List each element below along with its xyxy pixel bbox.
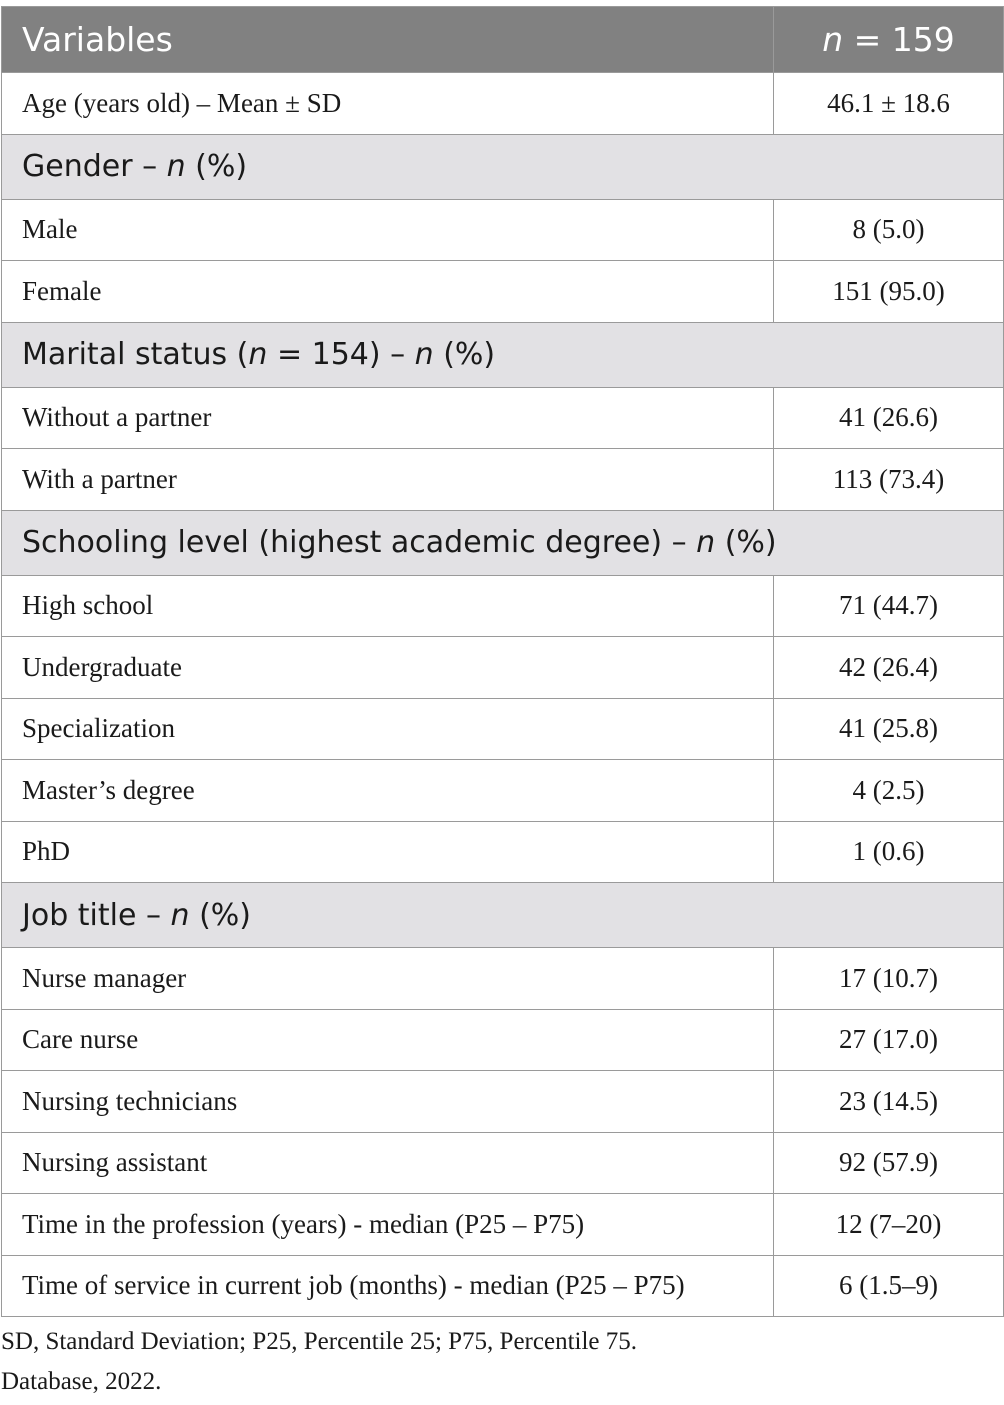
section-title-text: = 154) – <box>267 337 415 372</box>
header-sample-size: n = 159 <box>773 6 1004 73</box>
row-value: 92 (57.9) <box>773 1131 1004 1194</box>
row-value: 41 (26.6) <box>773 386 1004 449</box>
section-title: Job title – n (%) <box>1 882 1004 948</box>
row-value: 27 (17.0) <box>773 1008 1004 1071</box>
header-n-value: = 159 <box>843 20 955 59</box>
section-gender: Gender – n (%) <box>1 133 1004 200</box>
section-title-text: Job title – <box>22 897 171 933</box>
section-title-n: n <box>170 897 190 933</box>
section-title-n: n <box>166 149 186 184</box>
section-job-title: Job title – n (%) <box>1 882 1004 948</box>
section-schooling-level: Schooling level (highest academic degree… <box>1 509 1004 576</box>
row-value: 4 (2.5) <box>773 759 1004 822</box>
table-row: PhD 1 (0.6) <box>1 820 1004 883</box>
row-label: Specialization <box>1 697 774 760</box>
row-label: Age (years old) – Mean ± SD <box>1 72 774 135</box>
row-value: 151 (95.0) <box>773 260 1004 323</box>
table-row: Female 151 (95.0) <box>1 260 1004 323</box>
row-label: Time in the profession (years) - median … <box>1 1193 774 1256</box>
section-title: Gender – n (%) <box>1 133 1004 200</box>
section-title-text: (%) <box>189 897 251 933</box>
row-value: 6 (1.5–9) <box>773 1254 1004 1317</box>
header-n-italic: n <box>822 20 844 59</box>
demographics-table: Variables n = 159 Age (years old) – Mean… <box>1 6 1004 1317</box>
row-label: Without a partner <box>1 386 774 449</box>
table-row: Nursing assistant 92 (57.9) <box>1 1131 1004 1194</box>
row-value: 46.1 ± 18.6 <box>773 72 1004 135</box>
row-label: High school <box>1 574 774 637</box>
section-title-n: n <box>414 337 434 372</box>
row-label: Time of service in current job (months) … <box>1 1254 774 1317</box>
row-label: Nurse manager <box>1 947 774 1010</box>
row-value: 12 (7–20) <box>773 1193 1004 1256</box>
header-variables: Variables <box>1 6 774 73</box>
table-row: Time of service in current job (months) … <box>1 1254 1004 1317</box>
table-row: Nursing technicians 23 (14.5) <box>1 1070 1004 1133</box>
row-label: Nursing technicians <box>1 1070 774 1133</box>
row-label: Undergraduate <box>1 636 774 699</box>
table-row: Care nurse 27 (17.0) <box>1 1008 1004 1071</box>
table-row: Master’s degree 4 (2.5) <box>1 759 1004 822</box>
table-row: Without a partner 41 (26.6) <box>1 386 1004 449</box>
table-row: Male 8 (5.0) <box>1 198 1004 261</box>
section-title-n: n <box>248 337 268 372</box>
row-value: 113 (73.4) <box>773 448 1004 511</box>
row-label: Master’s degree <box>1 759 774 822</box>
footnote-source: Database, 2022. <box>1 1368 162 1395</box>
row-value: 8 (5.0) <box>773 198 1004 261</box>
section-title-n: n <box>696 525 716 560</box>
row-value: 41 (25.8) <box>773 697 1004 760</box>
section-title: Schooling level (highest academic degree… <box>1 509 1004 576</box>
table-row: Nurse manager 17 (10.7) <box>1 947 1004 1010</box>
row-label: Nursing assistant <box>1 1131 774 1194</box>
table-row: With a partner 113 (73.4) <box>1 448 1004 511</box>
row-value: 42 (26.4) <box>773 636 1004 699</box>
row-label: Male <box>1 198 774 261</box>
section-title: Marital status (n = 154) – n (%) <box>1 321 1004 388</box>
table-row: Age (years old) – Mean ± SD 46.1 ± 18.6 <box>1 72 1004 135</box>
row-value: 1 (0.6) <box>773 820 1004 883</box>
row-value: 71 (44.7) <box>773 574 1004 637</box>
table-header-row: Variables n = 159 <box>1 6 1004 73</box>
table-row: Undergraduate 42 (26.4) <box>1 636 1004 699</box>
section-title-text: Schooling level (highest academic degree… <box>22 525 697 560</box>
section-title-text: Marital status ( <box>22 337 249 372</box>
section-title-text: Gender – <box>22 149 167 184</box>
table-row: High school 71 (44.7) <box>1 574 1004 637</box>
row-value: 23 (14.5) <box>773 1070 1004 1133</box>
row-value: 17 (10.7) <box>773 947 1004 1010</box>
section-title-text: (%) <box>185 149 248 184</box>
section-title-text: (%) <box>715 525 777 560</box>
section-marital-status: Marital status (n = 154) – n (%) <box>1 321 1004 388</box>
row-label: With a partner <box>1 448 774 511</box>
row-label: PhD <box>1 820 774 883</box>
table-row: Time in the profession (years) - median … <box>1 1193 1004 1256</box>
footnote-abbreviations: SD, Standard Deviation; P25, Percentile … <box>1 1328 638 1355</box>
row-label: Care nurse <box>1 1008 774 1071</box>
row-label: Female <box>1 260 774 323</box>
table-row: Specialization 41 (25.8) <box>1 697 1004 760</box>
section-title-text: (%) <box>433 337 496 372</box>
